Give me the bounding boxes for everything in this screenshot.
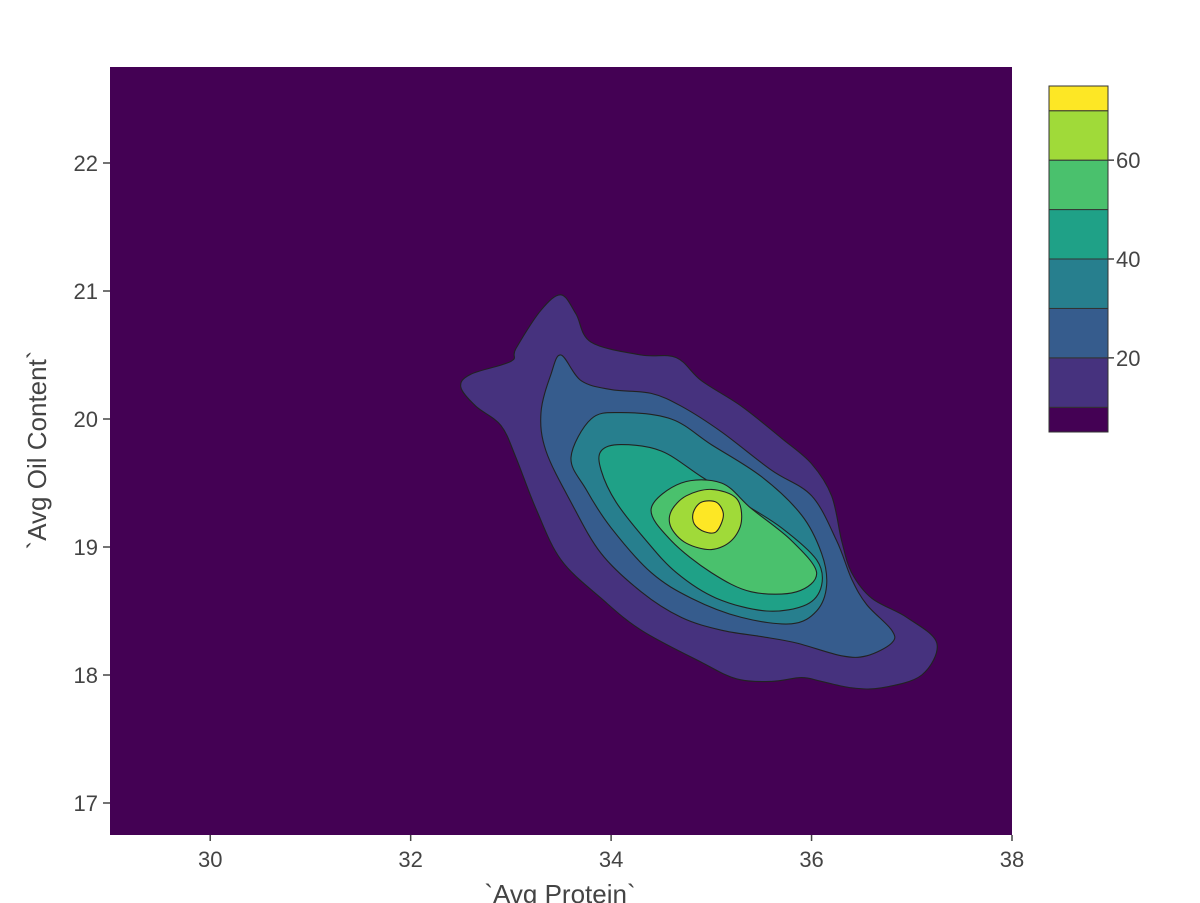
colorbar-band xyxy=(1048,357,1109,408)
x-tick-label: 38 xyxy=(1000,847,1024,872)
y-tick-label: 22 xyxy=(74,151,98,176)
x-tick-label: 34 xyxy=(599,847,623,872)
colorbar-tick-label: 60 xyxy=(1116,148,1140,173)
x-tick-label: 30 xyxy=(198,847,222,872)
x-axis-title: `Avg Protein` xyxy=(484,879,635,903)
y-tick-label: 18 xyxy=(74,663,98,688)
colorbar-band xyxy=(1048,307,1109,359)
colorbar-band xyxy=(1048,110,1109,161)
colorbar-band xyxy=(1048,85,1109,112)
colorbar-band xyxy=(1048,159,1109,211)
plot-area xyxy=(110,67,1012,835)
y-axis-title: `Avg Oil Content` xyxy=(22,351,52,550)
x-tick-label: 36 xyxy=(799,847,823,872)
colorbar: 20 40 60 xyxy=(1048,85,1140,433)
x-tick-label: 32 xyxy=(398,847,422,872)
y-tick-label: 20 xyxy=(74,407,98,432)
y-tick-label: 17 xyxy=(74,791,98,816)
colorbar-band xyxy=(1048,258,1109,309)
y-tick-label: 21 xyxy=(74,279,98,304)
colorbar-tick-label: 20 xyxy=(1116,346,1140,371)
contour-level-70 xyxy=(692,500,724,534)
colorbar-tick-label: 40 xyxy=(1116,247,1140,272)
x-axis: 30 32 34 36 38 xyxy=(198,835,1024,872)
y-axis: 17 18 19 20 21 22 xyxy=(74,151,110,816)
colorbar-band xyxy=(1048,406,1109,433)
colorbar-band xyxy=(1048,209,1109,260)
y-tick-label: 19 xyxy=(74,535,98,560)
